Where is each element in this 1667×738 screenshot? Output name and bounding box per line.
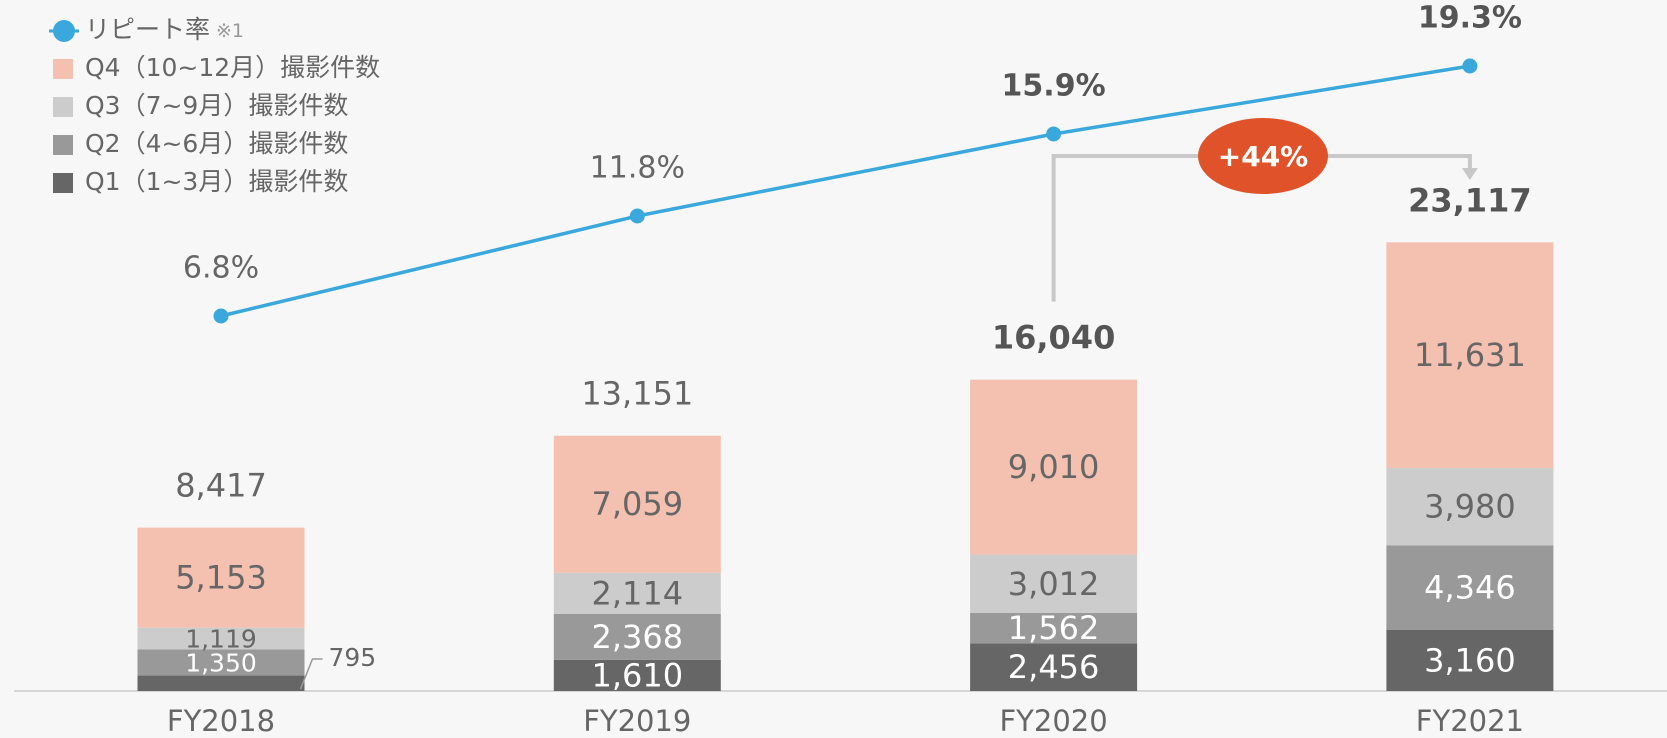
line-point — [629, 208, 645, 224]
legend-label: Q4（10~12月）撮影件数 — [85, 53, 380, 82]
annotation: +44% — [1218, 140, 1308, 173]
legend-label: Q2（4~6月）撮影件数 — [85, 129, 348, 158]
legend-swatch — [53, 135, 73, 155]
legend-marker — [53, 20, 75, 42]
segment-label: 1,350 — [185, 648, 257, 677]
bar-segment — [970, 379, 1138, 555]
bar-segment — [137, 627, 305, 650]
bar-segment — [137, 675, 305, 691]
total-label: 8,417 — [175, 467, 267, 505]
segment-label: 1,610 — [591, 656, 683, 694]
legend-label: リピート率 ※1 — [85, 15, 244, 44]
legend-swatch — [53, 59, 73, 79]
bar-segment — [137, 649, 305, 676]
bar-segment — [970, 643, 1138, 691]
segment-label: 11,631 — [1414, 336, 1526, 374]
segment-label: 1,119 — [185, 625, 257, 654]
segment-label: 5,153 — [175, 559, 267, 597]
x-tick-label: FY2019 — [583, 704, 691, 738]
bar-segment — [1386, 468, 1554, 546]
line-label: 11.8% — [590, 151, 685, 186]
bar-segment — [553, 659, 721, 691]
line-label: 6.8% — [183, 251, 259, 286]
bar-segment — [970, 554, 1138, 614]
legend-text: リピート率 — [85, 15, 210, 44]
segment-label: 2,456 — [1008, 648, 1100, 686]
line-label: 15.9% — [1002, 69, 1106, 104]
legend-swatch — [53, 97, 73, 117]
arrow-head — [1461, 168, 1478, 180]
bar-segment — [553, 613, 721, 660]
line-point — [1046, 126, 1062, 142]
line-label: 19.3% — [1418, 1, 1522, 36]
total-label: 16,040 — [992, 319, 1115, 357]
leader-line — [299, 658, 323, 690]
bar-segment — [137, 527, 305, 628]
total-label: 23,117 — [1408, 181, 1531, 219]
segment-label: 7,059 — [591, 485, 683, 523]
segment-label: 3,980 — [1424, 488, 1516, 526]
bar-segment — [1386, 242, 1554, 469]
bar-segment — [1386, 629, 1554, 691]
line-series — [220, 64, 1471, 318]
bar-segment — [553, 435, 721, 573]
segment-label: 9,010 — [1008, 448, 1100, 486]
segment-label: 1,562 — [1008, 609, 1100, 647]
x-tick-label: FY2021 — [1416, 704, 1524, 738]
annotation-badge — [1198, 118, 1328, 194]
legend-note: ※1 — [216, 20, 244, 42]
bar-segment — [970, 613, 1138, 644]
segment-label: 4,346 — [1424, 568, 1516, 606]
legend-label: Q3（7~9月）撮影件数 — [85, 91, 348, 120]
legend-label: Q1（1~3月）撮影件数 — [85, 167, 348, 196]
bar-segment — [1386, 545, 1554, 630]
bar-segment — [553, 572, 721, 614]
x-tick-label: FY2020 — [999, 704, 1107, 738]
segment-label: 3,160 — [1424, 641, 1516, 679]
line-point — [1462, 58, 1478, 74]
legend-swatch — [53, 173, 73, 193]
total-label: 13,151 — [581, 375, 693, 413]
segment-label: 2,114 — [591, 574, 683, 612]
segment-label: 2,368 — [591, 618, 683, 656]
x-tick-label: FY2018 — [167, 704, 275, 738]
segment-label: 3,012 — [1008, 565, 1100, 603]
segment-label: 795 — [329, 643, 377, 672]
line-point — [213, 308, 229, 324]
